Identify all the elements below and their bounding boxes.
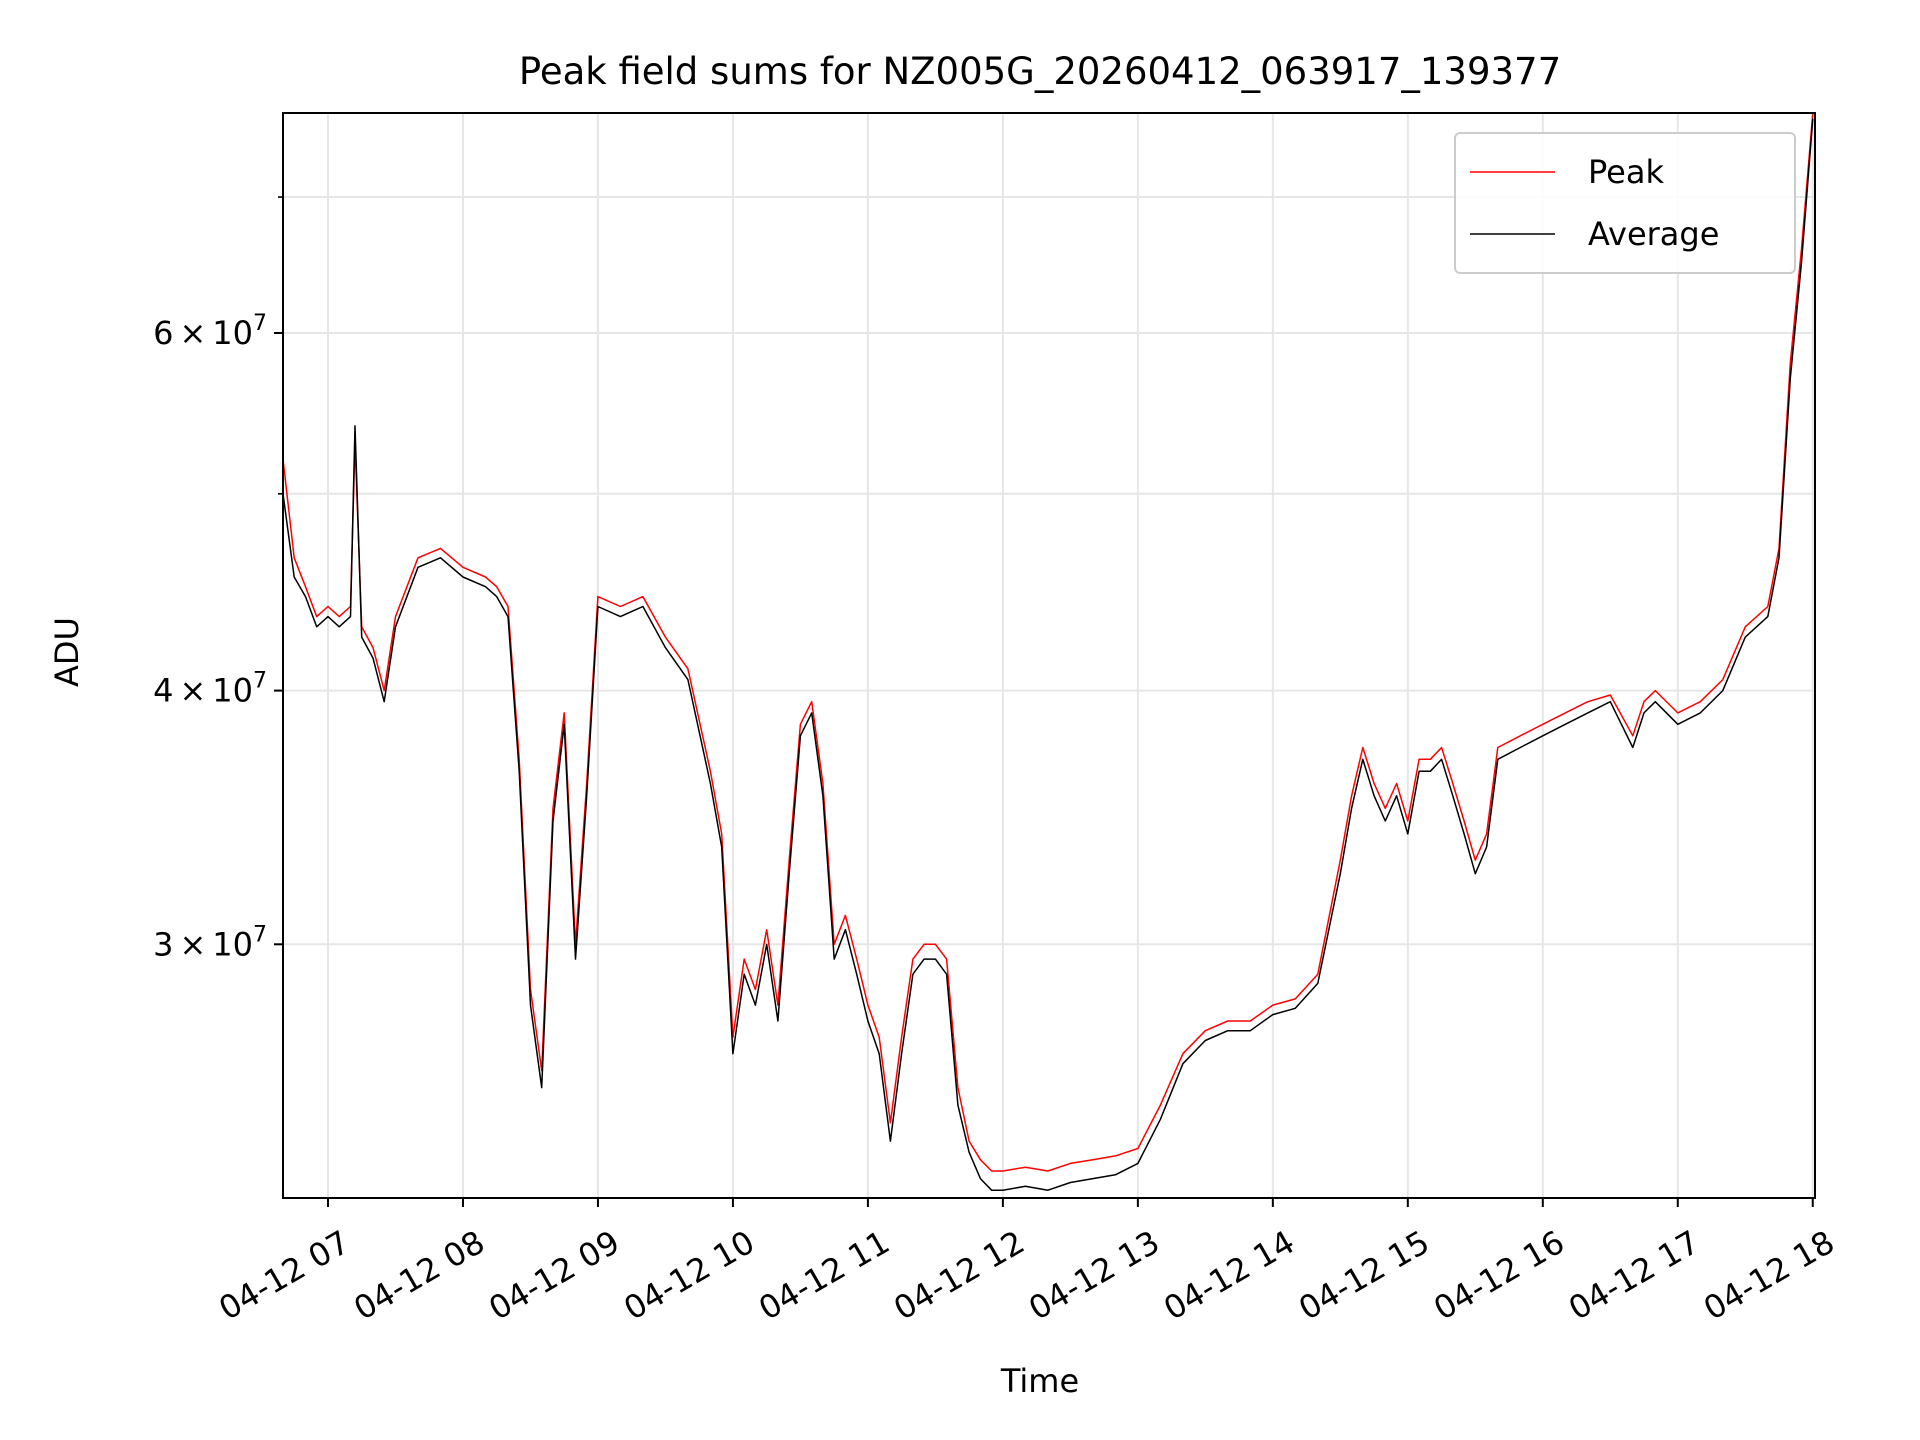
y-tick-label: 4 × 107 xyxy=(153,669,267,710)
legend-label-peak: Peak xyxy=(1588,153,1664,191)
y-tick-times: × xyxy=(179,672,206,710)
legend-box xyxy=(1454,132,1796,274)
grid xyxy=(283,113,1815,1198)
series-line-peak xyxy=(283,113,1814,1172)
y-tick-base: 6 xyxy=(153,314,173,352)
y-tick-times: × xyxy=(179,314,206,352)
plot-frame xyxy=(282,112,1816,1199)
legend-label-average: Average xyxy=(1588,215,1719,253)
chart-title: Peak field sums for NZ005G_20260412_0639… xyxy=(519,50,1561,93)
y-axis-label: ADU xyxy=(48,617,86,687)
y-tick-times: × xyxy=(179,925,206,963)
y-tick-exponent: 7 xyxy=(253,922,267,947)
y-tick-base: 4 xyxy=(153,672,173,710)
y-tick-exponent: 7 xyxy=(253,311,267,336)
legend: Peak Average xyxy=(1454,132,1796,274)
y-tick-ten: 10 xyxy=(212,925,253,963)
y-tick-ten: 10 xyxy=(212,672,253,710)
y-tick-base: 3 xyxy=(153,925,173,963)
y-tick-exponent: 7 xyxy=(253,669,267,694)
series-line-average xyxy=(283,118,1814,1191)
x-axis-label: Time xyxy=(1000,1362,1079,1400)
y-tick-ten: 10 xyxy=(212,314,253,352)
y-tick-label: 6 × 107 xyxy=(153,311,267,352)
series-layer xyxy=(283,113,1814,1191)
y-tick-label: 3 × 107 xyxy=(153,922,267,963)
